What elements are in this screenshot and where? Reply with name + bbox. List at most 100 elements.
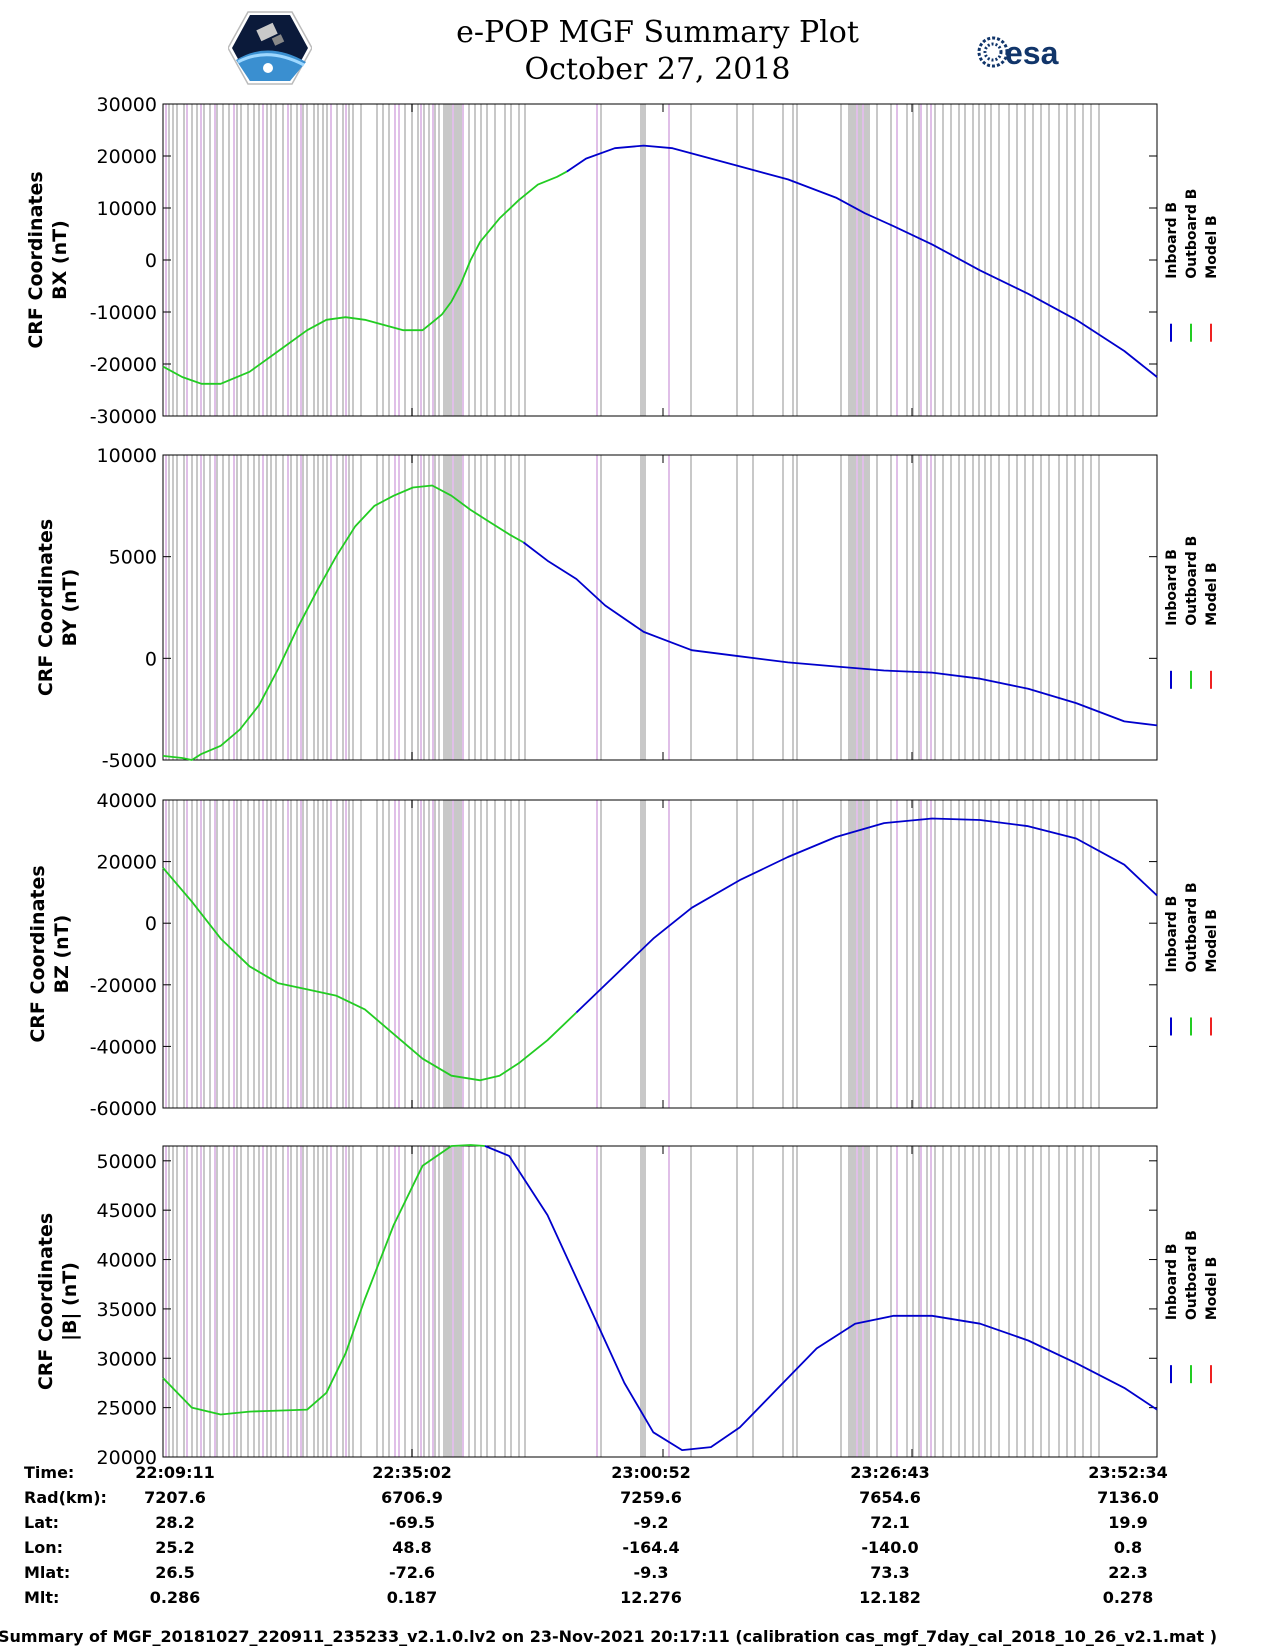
- event-flag: [1074, 800, 1076, 1108]
- event-flag: [462, 1146, 464, 1457]
- event-flag: [990, 800, 992, 1108]
- event-flag: [782, 104, 784, 416]
- event-flag: [1082, 104, 1084, 416]
- event-flag: [452, 800, 454, 1108]
- event-flag: [896, 1146, 898, 1457]
- event-flag: [524, 1146, 526, 1457]
- y-tick-label: -10000: [90, 302, 157, 324]
- event-flag: [186, 1146, 188, 1457]
- event-flag: [449, 455, 451, 760]
- event-flag: [796, 800, 798, 1108]
- event-flag: [302, 455, 304, 760]
- axes-frame: [162, 1145, 1158, 1458]
- event-flag: [1016, 455, 1018, 760]
- event-flag: [990, 104, 992, 416]
- event-flag: [382, 455, 384, 760]
- event-flag: [942, 1146, 944, 1457]
- event-flag: [920, 1146, 922, 1457]
- event-flag: [494, 800, 496, 1108]
- event-flag: [423, 1146, 425, 1457]
- event-flag: [912, 104, 914, 416]
- event-flag: [782, 800, 784, 1108]
- event-block: [640, 800, 646, 1108]
- y-tick-label: 50000: [97, 1151, 157, 1173]
- event-flag: [417, 1146, 419, 1457]
- event-flag: [200, 1146, 202, 1457]
- event-flag: [449, 800, 451, 1108]
- y-axis-label: CRF Coordinates: [35, 519, 57, 696]
- event-flag: [868, 1146, 870, 1457]
- event-flag: [222, 455, 224, 760]
- event-flag: [342, 455, 344, 760]
- event-flag: [474, 1146, 476, 1457]
- event-flag: [462, 800, 464, 1108]
- event-flag: [504, 1146, 506, 1457]
- event-flag: [1074, 455, 1076, 760]
- event-flag: [862, 104, 864, 416]
- event-flag: [432, 455, 434, 760]
- event-flag: [222, 800, 224, 1108]
- event-flag: [282, 800, 284, 1108]
- event-flag: [330, 800, 332, 1108]
- event-flag: [1074, 1146, 1076, 1457]
- event-flag: [1048, 800, 1050, 1108]
- event-flag: [1098, 455, 1100, 760]
- event-flag: [376, 1146, 378, 1457]
- event-flag: [1032, 1146, 1034, 1457]
- event-flag: [209, 800, 211, 1108]
- event-flag: [896, 455, 898, 760]
- event-flag: [1058, 455, 1060, 760]
- event-flag: [1016, 104, 1018, 416]
- event-flag: [376, 455, 378, 760]
- event-flag: [596, 455, 598, 760]
- event-flag: [462, 455, 464, 760]
- event-flag: [443, 104, 445, 416]
- event-flag: [253, 104, 255, 416]
- event-flag: [984, 104, 986, 416]
- series-line-outboard-b: [162, 170, 568, 385]
- event-flag: [388, 1146, 390, 1457]
- event-flag: [736, 800, 738, 1108]
- event-flag: [330, 104, 332, 416]
- event-flag: [183, 800, 185, 1108]
- panel-bx: 30000 20000 10000 0 -10000 -20000 -30000 CRF Co…: [25, 94, 1220, 428]
- event-flag: [317, 455, 319, 760]
- event-flag: [306, 455, 308, 760]
- event-flag: [934, 104, 936, 416]
- event-flag: [398, 455, 400, 760]
- event-flag: [690, 1146, 692, 1457]
- event-flag: [792, 800, 794, 1108]
- event-flag: [918, 800, 920, 1108]
- event-flag: [290, 800, 292, 1108]
- event-flag: [191, 104, 193, 416]
- event-flag: [233, 800, 235, 1108]
- event-flag: [868, 800, 870, 1108]
- event-flag: [950, 104, 952, 416]
- event-flag: [247, 104, 249, 416]
- y-tick-label: -20000: [90, 354, 157, 376]
- event-flag: [186, 800, 188, 1108]
- event-flag: [958, 455, 960, 760]
- event-block: [640, 455, 646, 760]
- event-flag: [404, 455, 406, 760]
- event-flag: [504, 104, 506, 416]
- event-flag: [1016, 1146, 1018, 1457]
- event-flag: [282, 455, 284, 760]
- event-flag: [270, 800, 272, 1108]
- event-flags: [165, 455, 1100, 760]
- event-flag: [978, 104, 980, 416]
- event-flag: [348, 455, 350, 760]
- event-flag: [345, 1146, 347, 1457]
- event-flag: [432, 800, 434, 1108]
- event-flag: [200, 800, 202, 1108]
- event-flag: [196, 1146, 198, 1457]
- event-flag: [326, 1146, 328, 1457]
- event-flag: [428, 800, 430, 1108]
- panel-bz: 40000 20000 0 -20000 -40000 -60000 CRF Coordin…: [27, 790, 1220, 1120]
- legend-label: Model B: [1204, 1257, 1220, 1320]
- event-flag: [1008, 455, 1010, 760]
- y-tick-label: 10000: [97, 445, 157, 467]
- event-flag: [1032, 455, 1034, 760]
- event-flag: [455, 104, 457, 416]
- event-flag: [850, 800, 852, 1108]
